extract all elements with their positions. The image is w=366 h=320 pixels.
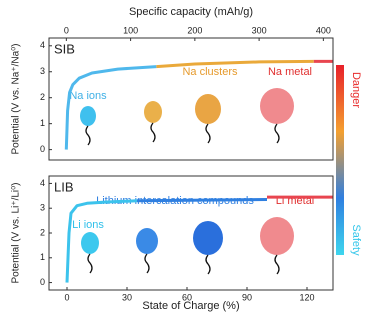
safety-label: Safety bbox=[350, 224, 362, 256]
annotation: Na metal bbox=[268, 66, 312, 78]
colorbar bbox=[336, 65, 344, 255]
x-tick-label: 0 bbox=[64, 25, 69, 35]
x-tick-label: 0 bbox=[64, 292, 69, 302]
curve bbox=[67, 201, 137, 283]
x-tick-label: 30 bbox=[122, 292, 132, 302]
y-axis-title: Potential (V vs. Na⁺/Na⁰) bbox=[11, 44, 22, 155]
y-tick-label: 0 bbox=[40, 277, 45, 287]
x-tick-label: 100 bbox=[123, 25, 138, 35]
y-tick-label: 4 bbox=[40, 178, 45, 188]
y-tick-label: 1 bbox=[40, 118, 45, 128]
annotation: Li ions bbox=[72, 219, 104, 231]
figure: Li metalLithium intercalation compoundsL… bbox=[0, 0, 366, 315]
y-tick-label: 4 bbox=[40, 40, 45, 50]
y-tick-label: 3 bbox=[40, 66, 45, 76]
x-tick-label: 300 bbox=[252, 25, 267, 35]
danger-label: Danger bbox=[350, 72, 362, 108]
x-tick-label: 120 bbox=[299, 292, 314, 302]
annotation: Na clusters bbox=[182, 66, 238, 78]
y-tick-label: 0 bbox=[40, 144, 45, 154]
panel-label: LIB bbox=[54, 179, 74, 194]
annotation: Na ions bbox=[69, 90, 107, 102]
x-axis-title: Specific capacity (mAh/g) bbox=[129, 6, 253, 18]
curve bbox=[137, 200, 267, 201]
y-tick-label: 2 bbox=[40, 227, 45, 237]
x-tick-label: 400 bbox=[316, 25, 331, 35]
y-axis-title: Potential (V vs. Li⁺/Li⁰) bbox=[11, 183, 22, 284]
curve bbox=[66, 67, 156, 150]
panel-label: SIB bbox=[54, 41, 75, 56]
balloons bbox=[80, 88, 294, 274]
y-tick-label: 2 bbox=[40, 92, 45, 102]
x-tick-label: 90 bbox=[242, 292, 252, 302]
y-tick-label: 3 bbox=[40, 203, 45, 213]
y-tick-label: 1 bbox=[40, 252, 45, 262]
x-tick-label: 200 bbox=[187, 25, 202, 35]
x-tick-label: 60 bbox=[182, 292, 192, 302]
